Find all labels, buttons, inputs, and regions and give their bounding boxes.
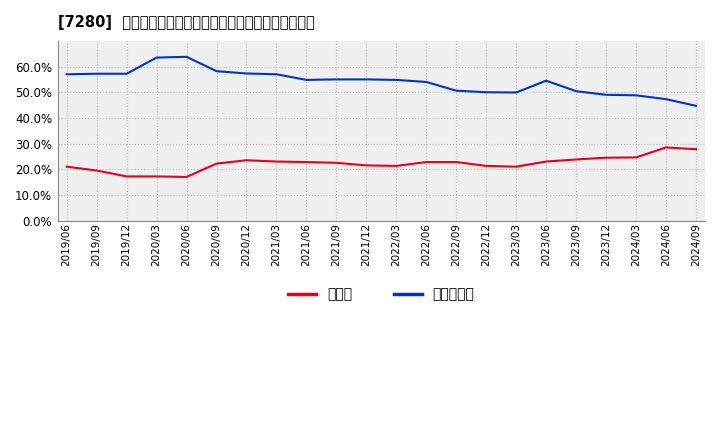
Legend: 現須金, 有利子負債: 現須金, 有利子負債	[282, 282, 480, 307]
Text: [7280]  現須金、有利子負債の総資産に対する比率の推移: [7280] 現須金、有利子負債の総資産に対する比率の推移	[58, 15, 315, 30]
